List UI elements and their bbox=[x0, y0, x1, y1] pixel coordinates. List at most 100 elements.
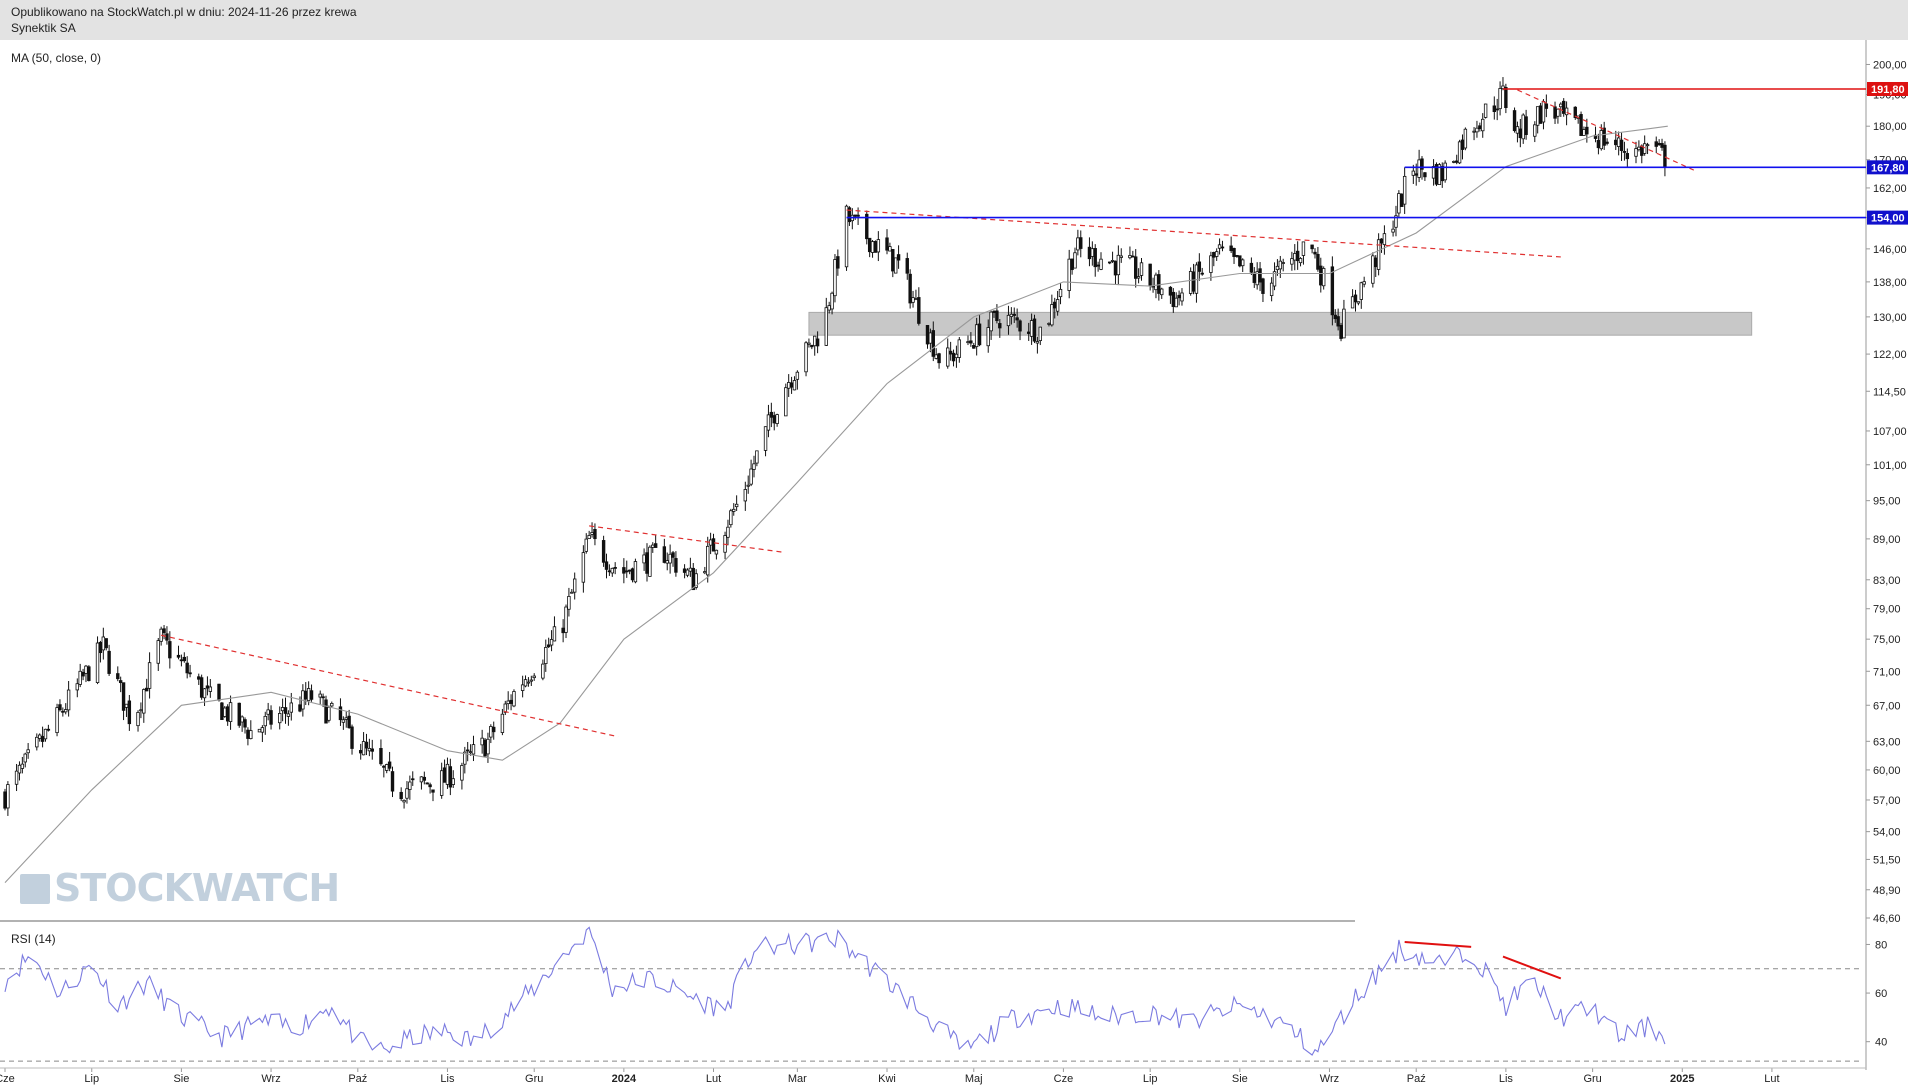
candle-body bbox=[1200, 272, 1204, 275]
candle-body bbox=[552, 626, 557, 642]
candle-body bbox=[489, 726, 493, 738]
candle-body bbox=[830, 292, 834, 310]
published-info: Opublikowano na StockWatch.pl w dniu: 20… bbox=[11, 5, 357, 19]
candle-body bbox=[1188, 271, 1193, 294]
candle-body bbox=[1050, 304, 1054, 326]
candle-body bbox=[1220, 246, 1225, 249]
candle-body bbox=[789, 382, 794, 388]
candle-body bbox=[38, 734, 42, 739]
candle-body bbox=[240, 716, 244, 723]
candle-body bbox=[124, 703, 129, 708]
candle-body bbox=[1460, 139, 1465, 150]
candle-body bbox=[1645, 144, 1650, 147]
candle-body bbox=[1281, 262, 1285, 264]
candle-body bbox=[1616, 137, 1621, 147]
time-tick-label: Wrz bbox=[261, 1073, 280, 1085]
candle-body bbox=[601, 540, 606, 563]
dashed-trendline bbox=[161, 634, 619, 738]
candle-body bbox=[249, 730, 253, 740]
time-tick-label: Sie bbox=[1232, 1073, 1248, 1085]
candle-body bbox=[208, 686, 213, 692]
candle-body bbox=[1336, 316, 1340, 327]
candle-body bbox=[546, 644, 551, 648]
candle-body bbox=[379, 748, 383, 765]
candle-body bbox=[951, 352, 956, 362]
candle-body bbox=[390, 771, 395, 792]
candle-body bbox=[1634, 148, 1638, 157]
candle-body bbox=[1573, 106, 1577, 118]
rsi-indicator-label: RSI (14) bbox=[11, 932, 56, 946]
candle-body bbox=[1533, 124, 1537, 137]
time-tick-label: Mar bbox=[788, 1073, 807, 1085]
candle-body bbox=[549, 639, 554, 646]
candle-body bbox=[1663, 144, 1667, 168]
time-tick-label: Cze bbox=[0, 1073, 15, 1085]
candle-body bbox=[1319, 265, 1323, 286]
candle-body bbox=[1582, 129, 1586, 136]
candle-body bbox=[1391, 228, 1395, 233]
candle-body bbox=[853, 214, 857, 217]
candle-body bbox=[917, 297, 921, 324]
candle-body bbox=[1504, 87, 1508, 109]
candle-body bbox=[179, 659, 184, 662]
candle-body bbox=[1058, 288, 1063, 298]
candle-body bbox=[1518, 128, 1523, 139]
candle-body bbox=[451, 778, 455, 785]
candle-body bbox=[408, 781, 412, 790]
candle-body bbox=[1654, 141, 1658, 147]
candle-body bbox=[1012, 313, 1016, 316]
watermark-text: STOCKWATCH bbox=[54, 866, 340, 910]
candle-body bbox=[199, 677, 204, 698]
candle-body bbox=[1625, 153, 1630, 160]
candle-body bbox=[442, 767, 447, 783]
rsi-divergence-line bbox=[1404, 941, 1472, 948]
candle-body bbox=[1278, 260, 1283, 270]
candle-body bbox=[1035, 341, 1040, 344]
candle-body bbox=[419, 776, 424, 783]
candle-body bbox=[1272, 271, 1277, 287]
candle-body bbox=[1379, 238, 1384, 244]
candle-body bbox=[1333, 314, 1337, 320]
candle-body bbox=[604, 561, 609, 570]
candle-body bbox=[584, 538, 588, 552]
candle-body bbox=[220, 702, 224, 720]
price-tick-label: 48,90 bbox=[1873, 885, 1901, 897]
candle-body bbox=[613, 567, 617, 569]
candle-body bbox=[564, 606, 568, 633]
candle-body bbox=[341, 719, 346, 723]
candle-body bbox=[824, 307, 828, 346]
candle-body bbox=[289, 702, 293, 713]
candle-body bbox=[1055, 299, 1060, 312]
time-tick-label: Lip bbox=[1143, 1073, 1158, 1085]
candle-body bbox=[1171, 291, 1176, 307]
candle-body bbox=[1660, 143, 1664, 148]
candle-body bbox=[465, 749, 470, 752]
candle-body bbox=[278, 713, 282, 724]
candle-body bbox=[1079, 237, 1083, 249]
candle-body bbox=[121, 682, 126, 711]
candle-body bbox=[1134, 256, 1138, 279]
candle-body bbox=[1295, 250, 1300, 262]
candle-body bbox=[1038, 326, 1042, 342]
candle-body bbox=[344, 717, 348, 720]
time-tick-label: Cze bbox=[1054, 1073, 1074, 1085]
candle-body bbox=[992, 310, 996, 313]
candle-body bbox=[998, 323, 1002, 329]
candle-body bbox=[752, 463, 756, 470]
candle-body bbox=[1209, 255, 1213, 273]
price-tick-label: 67,00 bbox=[1873, 700, 1901, 712]
price-tick-label: 60,00 bbox=[1873, 765, 1901, 777]
candle-body bbox=[1168, 286, 1173, 296]
candle-body bbox=[20, 763, 25, 769]
candle-body bbox=[1107, 261, 1112, 264]
candle-body bbox=[382, 765, 386, 768]
candle-body bbox=[225, 706, 230, 722]
candle-body bbox=[969, 340, 973, 344]
candle-body bbox=[1006, 314, 1011, 327]
candle-body bbox=[162, 628, 166, 634]
candle-body bbox=[387, 761, 392, 769]
candle-body bbox=[95, 642, 100, 683]
candle-body bbox=[347, 715, 351, 729]
time-tick-label: Lis bbox=[1499, 1073, 1514, 1085]
candle-body bbox=[246, 729, 250, 739]
